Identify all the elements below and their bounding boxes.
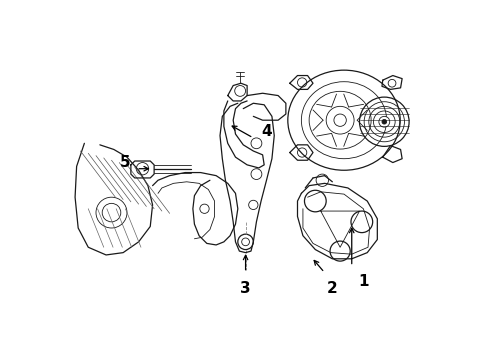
Text: 5: 5 [119, 155, 130, 170]
Text: 4: 4 [261, 124, 271, 139]
Text: 2: 2 [326, 280, 337, 296]
Text: 3: 3 [240, 280, 250, 296]
Text: 1: 1 [357, 274, 368, 289]
Circle shape [381, 120, 386, 124]
Circle shape [378, 116, 389, 127]
